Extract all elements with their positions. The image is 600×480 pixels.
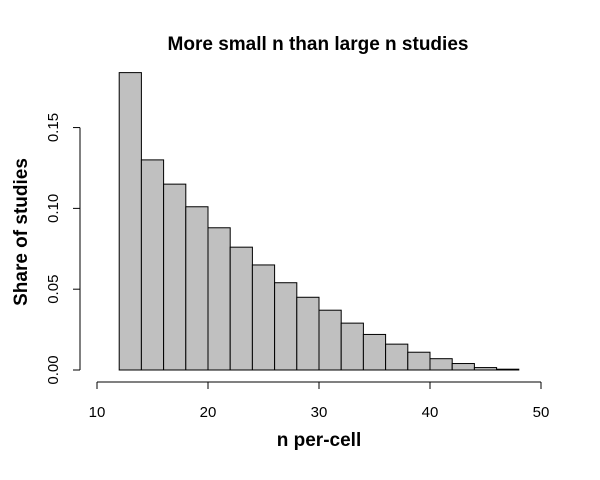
x-tick-label: 20 xyxy=(200,404,217,421)
histogram-bar xyxy=(362,333,387,371)
y-tick-label: 0.15 xyxy=(45,113,62,142)
y-axis-title: Share of studies xyxy=(11,158,32,306)
x-axis: 10 20 30 40 50 xyxy=(89,381,550,421)
bars-group xyxy=(118,72,520,371)
y-tick-label: 0.05 xyxy=(45,275,62,304)
y-tick-label: 0.00 xyxy=(45,355,62,384)
histogram-bar xyxy=(496,368,520,371)
histogram-bar xyxy=(207,227,231,371)
x-axis-title: n per-cell xyxy=(277,430,361,451)
histogram-bar xyxy=(274,282,298,371)
histogram-bar xyxy=(473,367,498,371)
histogram-bar xyxy=(407,351,431,371)
y-axis: 0.00 0.05 0.10 0.15 xyxy=(45,113,81,385)
histogram-bar xyxy=(229,246,253,371)
histogram-bar xyxy=(185,206,209,371)
histogram-bar xyxy=(296,296,320,371)
histogram-bar xyxy=(340,322,364,371)
histogram-bar xyxy=(140,159,165,371)
x-tick-label: 10 xyxy=(89,404,106,421)
histogram-bar xyxy=(385,343,409,371)
histogram-bar xyxy=(163,183,187,371)
chart-title: More small n than large n studies xyxy=(168,34,469,55)
x-tick-label: 40 xyxy=(422,404,439,421)
histogram-bar xyxy=(318,309,342,371)
histogram-bar xyxy=(251,264,276,371)
histogram-bar xyxy=(451,363,475,371)
histogram-bar xyxy=(118,72,142,371)
y-tick-label: 0.10 xyxy=(45,194,62,223)
histogram-bar xyxy=(429,358,453,371)
x-tick-label: 50 xyxy=(533,404,550,421)
x-tick-label: 30 xyxy=(311,404,328,421)
